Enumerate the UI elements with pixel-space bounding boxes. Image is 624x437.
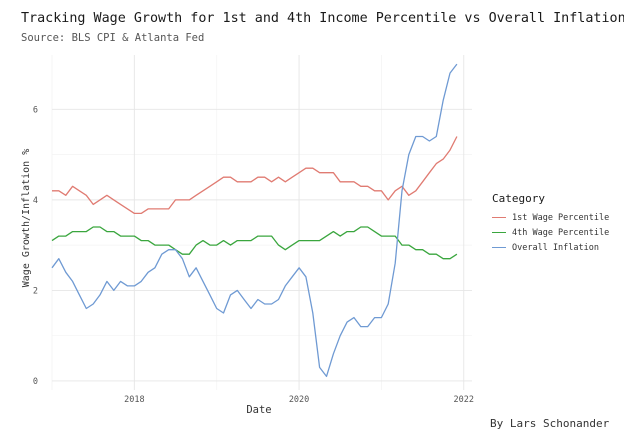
legend-item-inflation: Overall Inflation — [492, 240, 609, 255]
legend-label-4th-wage: 4th Wage Percentile — [512, 227, 610, 238]
legend-key-inflation — [492, 247, 506, 248]
legend: Category 1st Wage Percentile 4th Wage Pe… — [492, 192, 609, 255]
y-tick-label: 4 — [33, 196, 38, 206]
series-line-4th-wage — [51, 226, 458, 260]
series-lines — [51, 63, 458, 378]
series-line-inflation — [51, 63, 458, 378]
series-line-1st-wage — [52, 136, 458, 215]
x-tick-label: 2020 — [289, 395, 309, 405]
chart-title: Tracking Wage Growth for 1st and 4th Inc… — [21, 11, 624, 26]
legend-key-4th-wage — [492, 232, 506, 233]
legend-item-4th-wage: 4th Wage Percentile — [492, 225, 609, 240]
x-tick-label: 2022 — [454, 395, 474, 405]
legend-label-inflation: Overall Inflation — [512, 242, 599, 253]
legend-label-1st-wage: 1st Wage Percentile — [512, 212, 610, 223]
chart-subtitle: Source: BLS CPI & Atlanta Fed — [21, 32, 205, 44]
x-axis-label: Date — [246, 404, 271, 416]
legend-title: Category — [492, 192, 545, 205]
y-tick-label: 2 — [33, 286, 38, 296]
y-axis-ticks: 0 2 4 6 — [33, 105, 38, 387]
author-credit: By Lars Schonander — [490, 417, 610, 430]
major-gridlines — [52, 55, 472, 390]
legend-key-1st-wage — [492, 217, 506, 218]
y-tick-label: 0 — [33, 377, 38, 387]
minor-gridlines — [51, 55, 472, 390]
x-axis-ticks: 2018 2020 2022 — [124, 395, 474, 405]
y-tick-label: 6 — [33, 105, 38, 115]
x-tick-label: 2018 — [124, 395, 144, 405]
y-axis-label: Wage Growth/Inflation % — [21, 149, 32, 287]
legend-item-1st-wage: 1st Wage Percentile — [492, 210, 609, 225]
